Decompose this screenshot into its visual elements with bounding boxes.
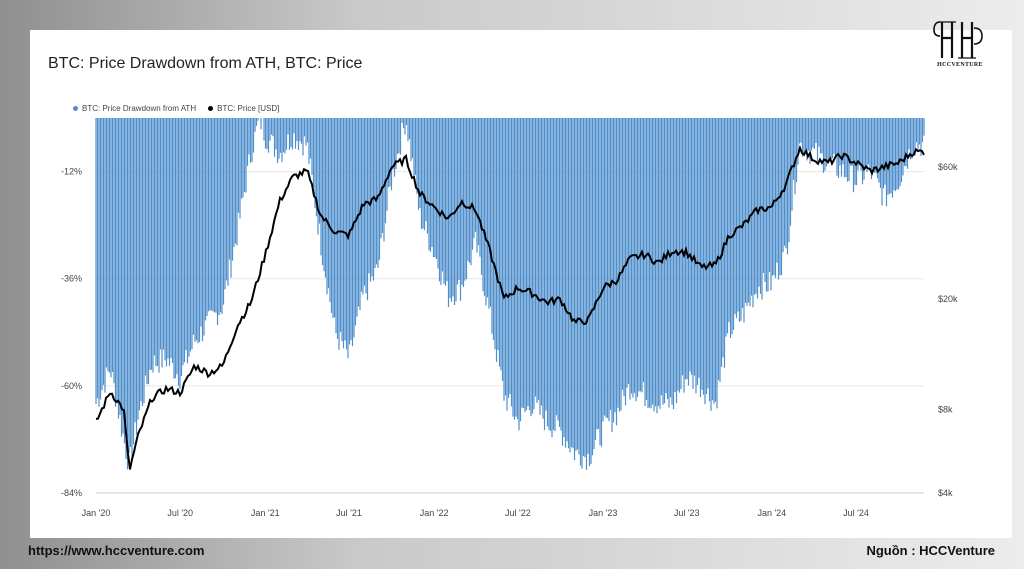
legend-drawdown-label: BTC: Price Drawdown from ATH	[82, 104, 197, 113]
x-tick-label: Jul '24	[843, 508, 869, 518]
chart-card: BTC: Price Drawdown from ATH, BTC: Price…	[30, 21, 1012, 538]
legend-price-swatch	[208, 106, 214, 111]
y-right-tick-label: $8k	[938, 405, 953, 415]
hccventure-logo: HCCVENTURE	[930, 18, 990, 70]
logo-text: HCCVENTURE	[937, 62, 983, 68]
legend-item-drawdown[interactable]: BTC: Price Drawdown from ATH	[73, 104, 196, 113]
x-tick-label: Jan '24	[757, 508, 786, 518]
x-tick-label: Jul '21	[336, 508, 362, 518]
x-tick-label: Jan '22	[420, 508, 449, 518]
chart-legend: BTC: Price Drawdown from ATH BTC: Price …	[73, 104, 279, 113]
y-left-tick-label: -84%	[61, 488, 82, 498]
legend-drawdown-swatch	[73, 106, 78, 111]
x-tick-label: Jan '23	[589, 508, 618, 518]
y-left-tick-label: -12%	[61, 167, 82, 177]
x-tick-label: Jul '23	[674, 508, 700, 518]
logo-mark-icon	[933, 21, 983, 59]
y-left-tick-label: -60%	[61, 381, 82, 391]
y-right-tick-label: $60k	[938, 162, 958, 172]
footer-source: Nguồn : HCCVenture	[866, 543, 995, 558]
footer-url[interactable]: https://www.hccventure.com	[28, 543, 205, 558]
x-tick-label: Jan '20	[82, 508, 111, 518]
y-left-tick-label: -36%	[61, 274, 82, 284]
x-tick-label: Jul '22	[505, 508, 531, 518]
x-tick-label: Jan '21	[251, 508, 280, 518]
btc-chart: Jan '20 Jul '20 Jan '21 Jul '21 Jan '22 Jul '…	[61, 118, 958, 518]
price-series-line	[95, 144, 925, 470]
legend-item-price[interactable]: BTC: Price [USD]	[208, 104, 279, 113]
legend-price-label: BTC: Price [USD]	[217, 104, 280, 113]
chart-title: BTC: Price Drawdown from ATH, BTC: Price	[48, 55, 363, 72]
y-right-tick-label: $20k	[938, 294, 958, 304]
y-right-tick-label: $4k	[938, 488, 953, 498]
drawdown-series	[95, 118, 925, 470]
x-tick-label: Jul '20	[167, 508, 193, 518]
